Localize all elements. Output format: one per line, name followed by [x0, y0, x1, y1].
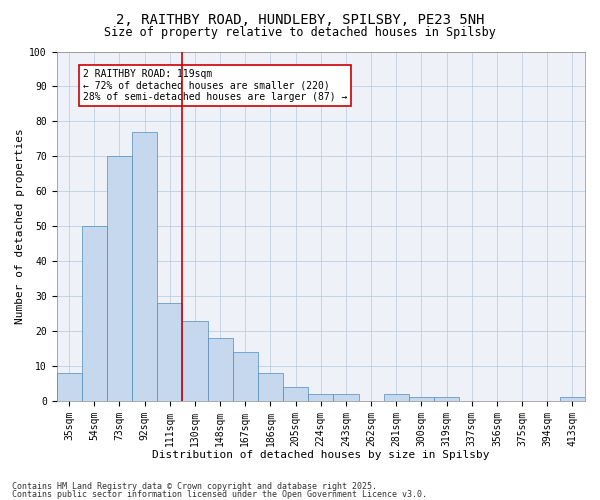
Bar — [560, 398, 585, 401]
Y-axis label: Number of detached properties: Number of detached properties — [15, 128, 25, 324]
Bar — [182, 320, 208, 401]
Text: Contains HM Land Registry data © Crown copyright and database right 2025.: Contains HM Land Registry data © Crown c… — [12, 482, 377, 491]
Bar — [208, 338, 233, 401]
Bar — [258, 373, 283, 401]
Bar — [283, 387, 308, 401]
Text: 2 RAITHBY ROAD: 119sqm
← 72% of detached houses are smaller (220)
28% of semi-de: 2 RAITHBY ROAD: 119sqm ← 72% of detached… — [83, 69, 347, 102]
Bar — [434, 398, 459, 401]
Text: Size of property relative to detached houses in Spilsby: Size of property relative to detached ho… — [104, 26, 496, 39]
Bar — [233, 352, 258, 401]
Bar — [107, 156, 132, 401]
Bar — [308, 394, 334, 401]
Bar — [409, 398, 434, 401]
X-axis label: Distribution of detached houses by size in Spilsby: Distribution of detached houses by size … — [152, 450, 490, 460]
Text: 2, RAITHBY ROAD, HUNDLEBY, SPILSBY, PE23 5NH: 2, RAITHBY ROAD, HUNDLEBY, SPILSBY, PE23… — [116, 12, 484, 26]
Bar — [334, 394, 359, 401]
Bar — [383, 394, 409, 401]
Bar — [56, 373, 82, 401]
Bar — [82, 226, 107, 401]
Bar — [132, 132, 157, 401]
Bar — [157, 303, 182, 401]
Text: Contains public sector information licensed under the Open Government Licence v3: Contains public sector information licen… — [12, 490, 427, 499]
